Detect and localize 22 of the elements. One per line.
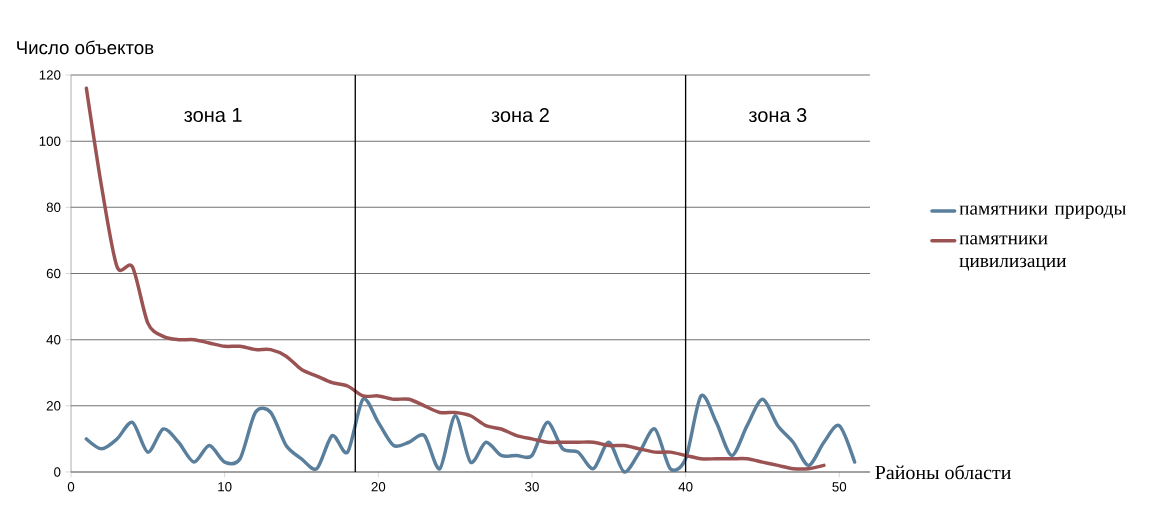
annotation: зона 1 — [184, 108, 242, 122]
legend-label: памятники цивилизации — [959, 235, 1067, 271]
x-axis-title: Районы области — [875, 464, 1011, 480]
x-tick-label: 10 — [218, 482, 232, 492]
y-tick-label: 120 — [39, 70, 61, 80]
y-axis-title: Число объектов — [17, 40, 154, 55]
annotation: зона 2 — [491, 107, 549, 123]
y-tick-label: 60 — [46, 268, 61, 279]
y-tick-label: 0 — [54, 467, 61, 477]
y-tick-label: 100 — [39, 136, 61, 146]
x-tick-label: 40 — [678, 482, 693, 492]
y-tick-label: 40 — [46, 334, 61, 345]
x-tick-label: 50 — [832, 482, 847, 492]
x-tick-label: 20 — [371, 482, 386, 492]
line-series — [84, 86, 826, 471]
y-tick-label: 20 — [46, 401, 61, 411]
annotation: зона 3 — [748, 107, 807, 123]
x-tick-label: 30 — [525, 482, 539, 492]
y-tick-label: 80 — [46, 202, 61, 213]
x-tick-label: 0 — [67, 482, 75, 492]
line-series — [84, 394, 857, 474]
legend-label: памятники природы — [959, 205, 1126, 219]
